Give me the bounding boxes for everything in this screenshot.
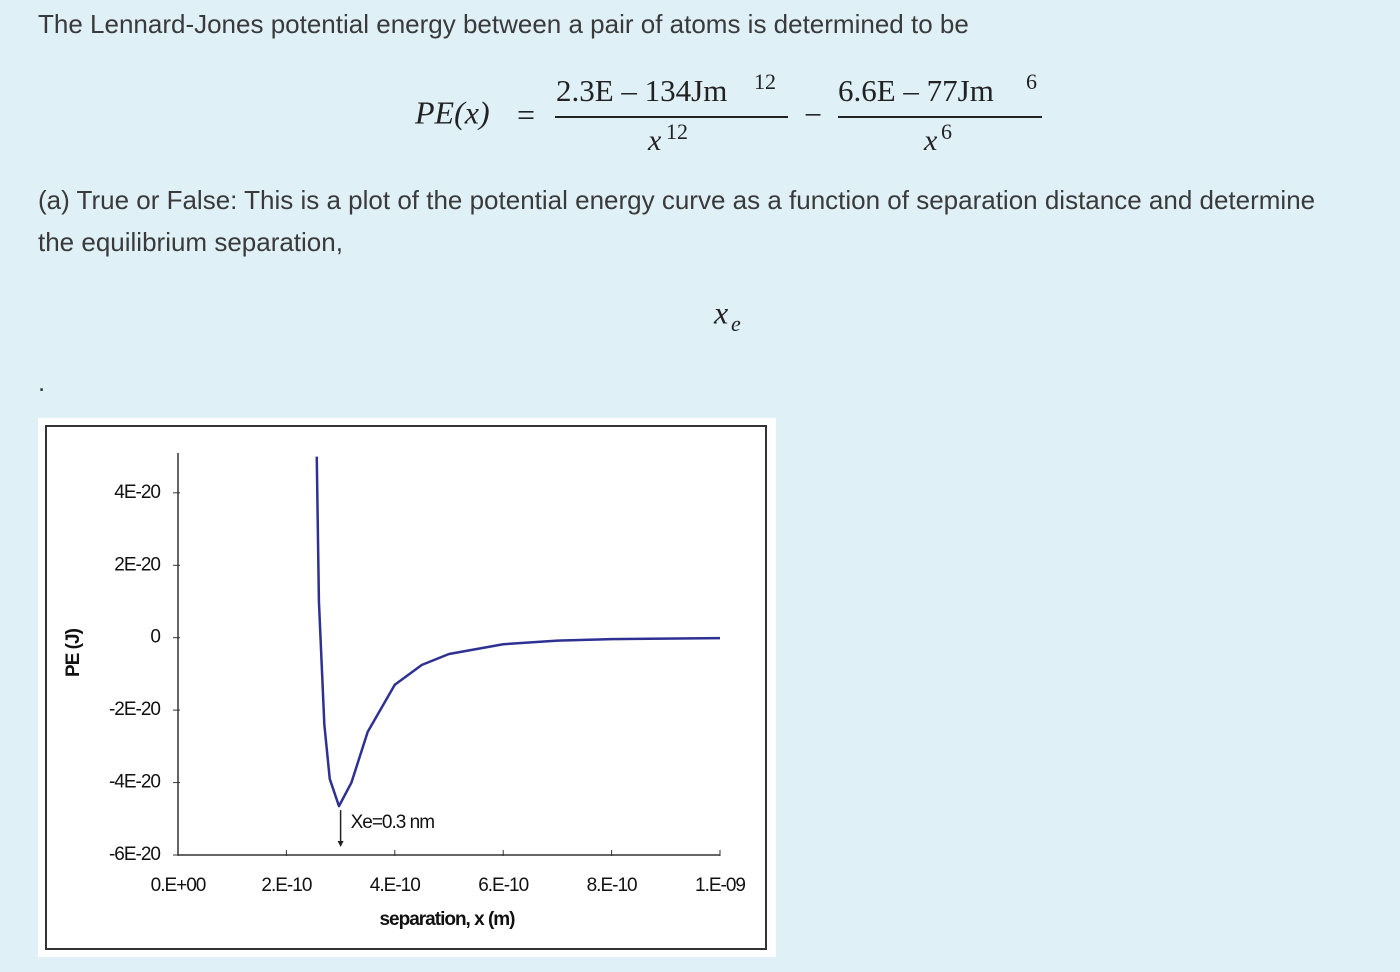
y-tick-label: 0	[150, 627, 160, 648]
formula-lhs: PE(x)	[414, 94, 490, 130]
y-axis-label: PE (J)	[63, 628, 84, 677]
formula-den1: x	[647, 124, 662, 157]
formula-num2: 6.6E – 77Jm	[838, 73, 994, 108]
y-tick-label: -2E-20	[109, 699, 160, 720]
x-axis-label: separation, x (m)	[379, 909, 515, 930]
x-tick-label: 2.E-10	[261, 875, 311, 896]
intro-text: The Lennard-Jones potential energy betwe…	[38, 9, 969, 39]
formula-minus: −	[804, 96, 822, 132]
y-tick-label: -4E-20	[109, 772, 160, 793]
x-tick-label: 1.E-09	[695, 875, 745, 896]
question-line: the equilibrium separation,	[38, 227, 343, 257]
y-tick-label: 4E-20	[114, 482, 160, 503]
data-line	[315, 456, 721, 808]
y-tick-label: 2E-20	[114, 554, 160, 575]
symbol-sub: e	[731, 311, 741, 336]
x-tick-label: 6.E-10	[478, 875, 528, 896]
formula-num1: 2.3E – 134Jm	[556, 73, 727, 108]
x-tick-label: 4.E-10	[370, 875, 420, 896]
x-tick-label: 0.E+00	[151, 875, 206, 896]
period: .	[38, 367, 45, 397]
formula-equals: =	[517, 96, 535, 132]
chart-image	[38, 418, 776, 957]
x-tick-label: 8.E-10	[587, 875, 637, 896]
annotation: Xe=0.3 nm	[351, 812, 435, 833]
question-line: (a) True or False: This is a plot of the…	[38, 185, 1315, 215]
formula-den2-exp: 6	[941, 119, 952, 144]
formula-num2-exp: 6	[1026, 69, 1037, 94]
plot: -6E-20 -4E-20 -2E-20 0 2E-20 4E-20 0.E+00 2.E-1…	[63, 453, 746, 930]
formula-den2: x	[923, 124, 938, 157]
formula-den1-exp: 12	[666, 119, 688, 144]
chart-frame	[45, 425, 767, 950]
symbol: x	[713, 294, 728, 330]
formula-num1-exp: 12	[754, 69, 776, 94]
annotation-arrowhead	[337, 841, 344, 847]
y-tick-label: -6E-20	[109, 844, 160, 865]
